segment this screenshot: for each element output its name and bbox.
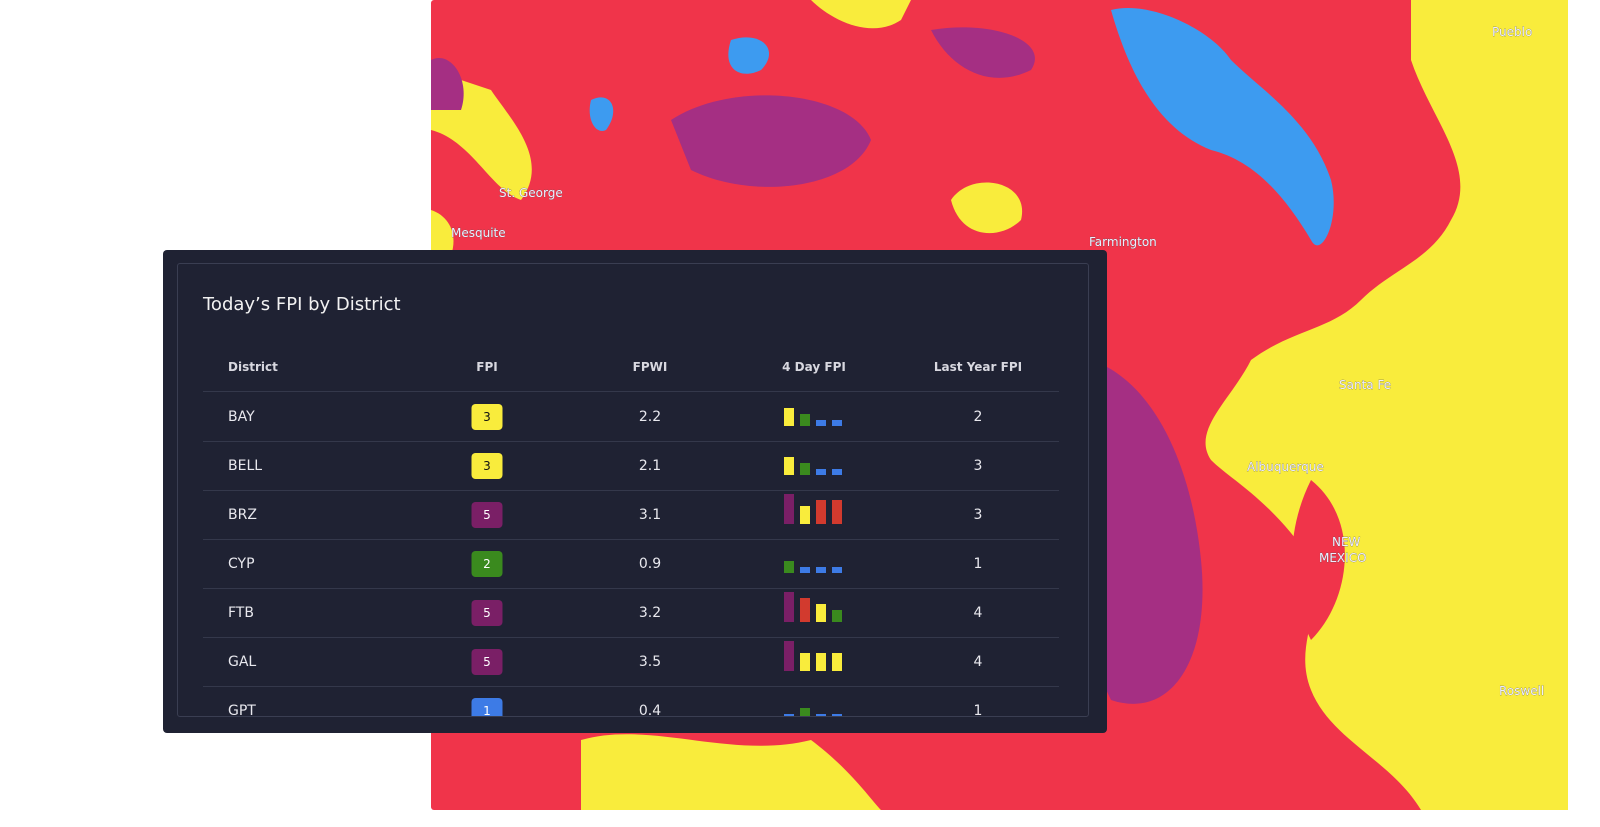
fpwi-value: 2.2 [638,409,662,425]
column-header: 4 Day FPI [782,360,846,374]
forecast-bar [832,610,842,622]
forecast-bar [800,506,810,524]
district-name: FTB [228,605,254,621]
forecast-bar [800,653,810,671]
forecast-bar [816,420,826,426]
forecast-bar [832,653,842,671]
forecast-bar [784,641,794,671]
region-yellow [811,0,911,29]
table-card: Today’s FPI by District District FPI FPWI 4… [177,263,1089,717]
region-yellow [951,182,1023,234]
forecast-bar [816,653,826,671]
fpi-badge: 5 [471,600,503,626]
place-label: Roswell [1499,684,1544,698]
region-yellow [1205,0,1568,810]
forecast-bar [832,420,842,426]
row-separator [203,588,1059,589]
last-year-value: 4 [973,654,983,670]
region-blue [589,97,614,131]
region-purple [1082,360,1203,704]
forecast-bar [784,714,794,716]
panel-title: Today’s FPI by District [203,294,401,315]
fpwi-value: 3.2 [638,605,662,621]
forecast-bar [816,469,826,475]
column-header: Last Year FPI [933,360,1023,374]
forecast-bar [784,561,794,573]
district-name: GPT [228,703,256,717]
fpwi-value: 0.4 [638,703,662,717]
district-name: CYP [228,556,255,572]
column-header: District [228,360,278,374]
forecast-bar [816,604,826,622]
row-separator [203,391,1059,392]
last-year-value: 3 [973,507,983,523]
forecast-bar [784,408,794,426]
row-separator [203,539,1059,540]
forecast-bar [800,567,810,573]
forecast-bar [784,592,794,622]
last-year-value: 4 [973,605,983,621]
forecast-bar [800,414,810,426]
fpi-badge: 5 [471,649,503,675]
forecast-bar [800,463,810,475]
place-label: Pueblo [1492,25,1532,39]
row-separator [203,441,1059,442]
fpi-badge: 2 [471,551,503,577]
forecast-bar [800,598,810,622]
region-yellow [581,734,881,810]
district-name: BRZ [228,507,257,523]
forecast-bar [832,500,842,524]
region-blue [1111,8,1334,246]
place-label: St. George [499,186,563,200]
region-purple [931,27,1035,78]
place-label: Farmington [1089,235,1157,249]
region-blue [728,37,770,74]
fpi-badge: 3 [471,404,503,430]
forecast-bar [832,567,842,573]
last-year-value: 2 [973,409,983,425]
last-year-value: 3 [973,458,983,474]
fpi-badge: 5 [471,502,503,528]
forecast-bar [816,714,826,716]
column-header: FPI [476,360,498,374]
fpwi-value: 3.5 [638,654,662,670]
row-separator [203,686,1059,687]
region-purple [671,95,871,187]
row-separator [203,490,1059,491]
forecast-bar [800,708,810,716]
column-header: FPWI [632,360,668,374]
district-name: BELL [228,458,263,474]
forecast-bar [816,500,826,524]
forecast-bar [784,457,794,475]
forecast-bar [832,469,842,475]
fpwi-value: 3.1 [638,507,662,523]
fpwi-value: 0.9 [638,556,662,572]
last-year-value: 1 [973,703,983,717]
fpi-panel: Today’s FPI by District District FPI FPWI 4… [163,250,1107,733]
region-red [1292,480,1345,640]
row-separator [203,637,1059,638]
region-purple [431,58,464,110]
forecast-bar [816,567,826,573]
last-year-value: 1 [973,556,983,572]
place-label: MEXICO [1319,551,1367,565]
place-label: Santa Fe [1339,378,1391,392]
forecast-bar [832,714,842,716]
forecast-bar [784,494,794,524]
district-name: BAY [228,409,255,425]
fpi-badge: 1 [471,698,503,716]
district-name: GAL [228,654,257,670]
fpi-badge: 3 [471,453,503,479]
place-label: Albuquerque [1247,460,1324,474]
place-label: NEW [1332,535,1361,549]
fpwi-value: 2.1 [638,458,662,474]
place-label: Mesquite [451,226,506,240]
